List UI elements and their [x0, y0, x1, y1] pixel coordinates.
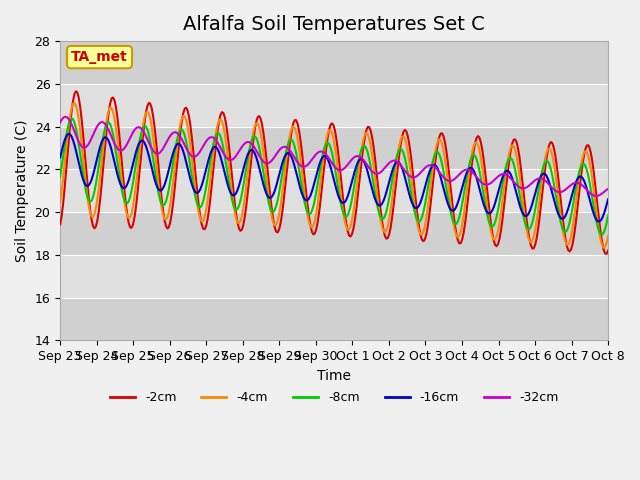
- Bar: [60, 41, 608, 84]
- Title: Alfalfa Soil Temperatures Set C: Alfalfa Soil Temperatures Set C: [183, 15, 485, 34]
- Bar: [60, 298, 608, 340]
- X-axis label: Time: Time: [317, 369, 351, 383]
- Y-axis label: Soil Temperature (C): Soil Temperature (C): [15, 120, 29, 262]
- Legend: -2cm, -4cm, -8cm, -16cm, -32cm: -2cm, -4cm, -8cm, -16cm, -32cm: [105, 386, 563, 409]
- Bar: [60, 255, 608, 298]
- Bar: [60, 212, 608, 255]
- Bar: [60, 84, 608, 127]
- Text: TA_met: TA_met: [71, 50, 128, 64]
- Bar: [60, 169, 608, 212]
- Bar: [60, 127, 608, 169]
